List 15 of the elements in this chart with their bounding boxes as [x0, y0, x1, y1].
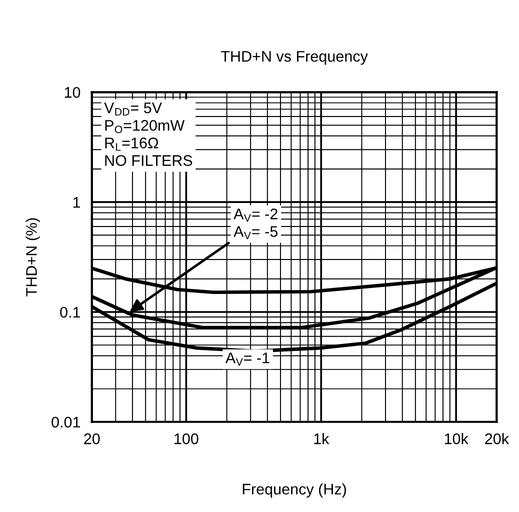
x-axis-title: Frequency (Hz)	[242, 483, 346, 498]
x-tick-label: 1k	[314, 433, 330, 444]
y-tick-label: 0.01	[52, 416, 80, 428]
y-tick-label: 10	[64, 87, 80, 98]
annotation: A$_{V}$= -1	[225, 352, 270, 366]
x-tick-label: 20k	[485, 433, 510, 444]
text: V$_{DD}$= 5V P$_{O}$=120mW R$_{L}$=16Ω NO FILTERS	[104, 102, 192, 166]
y-axis-title: THD+N (%)	[26, 218, 40, 296]
x-tick-label: 100	[174, 433, 198, 444]
x-tick-label: 10k	[444, 433, 468, 444]
annotation: A$_{V}$= -2 A$_{V}$= -5	[234, 208, 278, 240]
y-tick-label: 0.1	[60, 306, 80, 318]
x-tick-label: 20	[84, 433, 100, 444]
y-tick-label: 1	[73, 197, 80, 208]
chart-title: THD+N vs Frequency	[220, 51, 368, 65]
